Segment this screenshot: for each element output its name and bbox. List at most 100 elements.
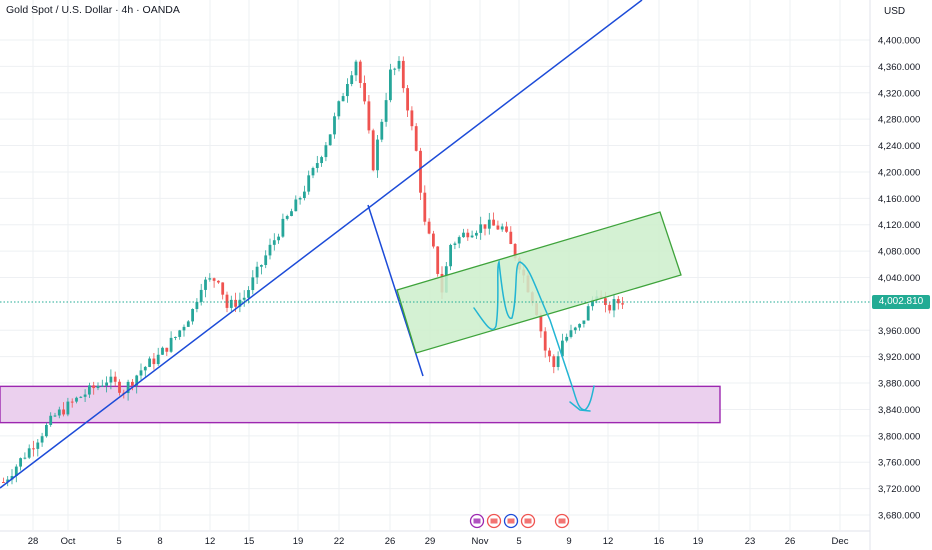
candle-body xyxy=(23,457,27,459)
candle-body xyxy=(32,448,35,450)
candle-body xyxy=(371,130,375,171)
event-glyph xyxy=(558,518,566,524)
candle-body xyxy=(539,315,543,332)
candle-body xyxy=(139,370,143,376)
candle-body xyxy=(174,336,177,338)
candle-body xyxy=(161,347,164,355)
candle-body xyxy=(337,101,341,117)
candle-body xyxy=(358,61,362,83)
candle-body xyxy=(307,175,311,192)
y-tick-label: 3,800.000 xyxy=(878,431,920,442)
y-tick-label: 4,280.000 xyxy=(878,115,920,126)
candle-body xyxy=(36,442,40,449)
candle-body xyxy=(19,458,22,467)
x-tick-label: 9 xyxy=(566,536,571,547)
y-tick-label: 3,720.000 xyxy=(878,484,920,495)
currency-label: USD xyxy=(884,6,906,17)
candle-body xyxy=(118,381,121,393)
candle-body xyxy=(346,84,349,97)
candle-body xyxy=(199,289,203,302)
candle-body xyxy=(105,382,108,386)
candle-body xyxy=(401,60,405,89)
x-tick-label: 29 xyxy=(425,536,436,547)
y-tick-label: 3,760.000 xyxy=(878,458,920,469)
candle-body xyxy=(608,304,612,311)
candle-body xyxy=(410,110,414,127)
candle-body xyxy=(238,299,242,307)
candle-body xyxy=(496,225,500,230)
candle-body xyxy=(178,330,182,337)
candle-body xyxy=(195,301,199,310)
candle-body xyxy=(148,358,151,367)
candle-body xyxy=(247,290,250,298)
candle-body xyxy=(242,297,246,300)
candle-body xyxy=(500,226,504,230)
last-price-badge: 4,002.810 xyxy=(872,295,930,310)
candle-body xyxy=(591,299,594,307)
x-tick-label: 16 xyxy=(654,536,665,547)
candle-body xyxy=(561,340,564,357)
x-tick-label: Dec xyxy=(832,536,849,547)
candle-body xyxy=(272,240,276,245)
candle-body xyxy=(483,224,487,229)
candle-body xyxy=(126,381,130,394)
candle-body xyxy=(341,96,345,102)
candle-body xyxy=(436,246,440,274)
x-tick-label: 26 xyxy=(785,536,796,547)
candles xyxy=(2,56,624,487)
candle-body xyxy=(389,69,392,101)
y-tick-label: 3,840.000 xyxy=(878,405,920,416)
candle-body xyxy=(75,397,78,402)
candle-body xyxy=(376,139,379,171)
candle-body xyxy=(204,279,207,290)
grid xyxy=(0,0,870,530)
candle-body xyxy=(552,356,556,367)
chart-title: Gold Spot / U.S. Dollar · 4h · OANDA xyxy=(6,4,180,16)
candle-body xyxy=(109,376,113,383)
support-zone xyxy=(0,385,721,424)
candle-body xyxy=(556,356,560,367)
event-glyph xyxy=(524,518,532,524)
rising-channel xyxy=(396,211,682,354)
y-tick-label: 4,200.000 xyxy=(878,167,920,178)
candle-body xyxy=(466,232,470,238)
candle-body xyxy=(475,232,478,236)
candle-body xyxy=(217,280,220,283)
event-marker xyxy=(469,513,485,529)
candle-body xyxy=(462,232,465,238)
candle-body xyxy=(62,409,65,415)
candle-body xyxy=(328,134,332,146)
y-tick-label: 4,360.000 xyxy=(878,62,920,73)
candle-body xyxy=(143,366,147,371)
candle-body xyxy=(298,198,302,200)
candle-body xyxy=(113,376,117,382)
candle-body xyxy=(492,219,495,226)
candle-body xyxy=(2,482,5,484)
event-glyph xyxy=(490,518,498,524)
candle-body xyxy=(320,157,323,164)
candle-body xyxy=(264,255,268,266)
x-tick-label: 28 xyxy=(28,536,39,547)
candle-body xyxy=(27,448,31,458)
candle-body xyxy=(57,409,61,416)
candle-body xyxy=(423,192,427,222)
x-tick-label: Oct xyxy=(61,536,76,547)
candle-body xyxy=(311,168,315,176)
x-tick-label: Nov xyxy=(472,536,489,547)
x-tick-label: 23 xyxy=(745,536,756,547)
y-tick-label: 3,920.000 xyxy=(878,352,920,363)
candle-body xyxy=(100,385,104,387)
candle-body xyxy=(208,278,212,280)
candle-body xyxy=(470,235,474,238)
y-tick-label: 4,400.000 xyxy=(878,36,920,47)
x-tick-label: 22 xyxy=(334,536,345,547)
candle-body xyxy=(70,401,74,403)
candle-body xyxy=(350,75,354,85)
event-marker xyxy=(503,513,519,529)
candle-body xyxy=(354,61,358,76)
candle-body xyxy=(6,479,10,483)
candle-body xyxy=(427,221,431,234)
candle-body xyxy=(268,244,272,256)
x-tick-label: 15 xyxy=(244,536,255,547)
